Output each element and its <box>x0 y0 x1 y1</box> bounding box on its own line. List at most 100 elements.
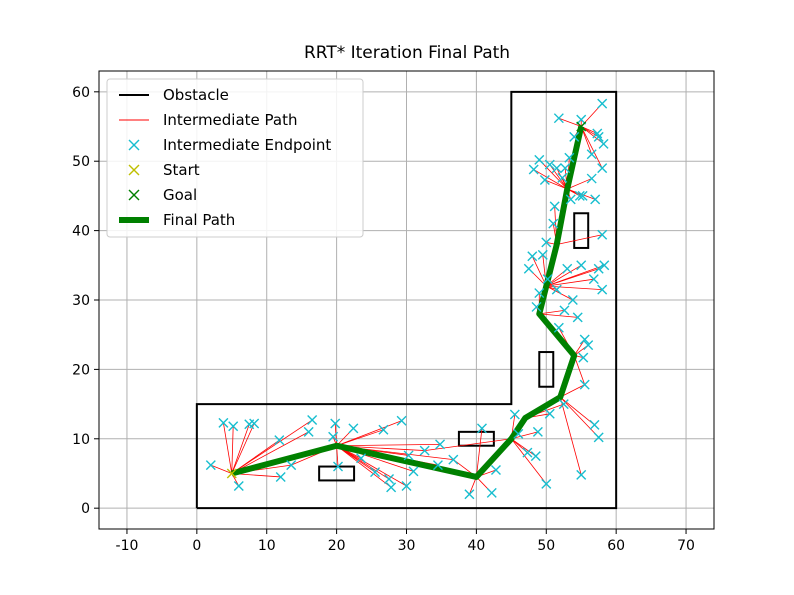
obstacle-rectangle <box>457 430 495 447</box>
intermediate-endpoint-marker <box>565 194 576 205</box>
intermediate-endpoint-marker <box>509 409 520 420</box>
intermediate-endpoint-marker <box>578 352 589 363</box>
x-tick-label: -10 <box>116 538 139 554</box>
intermediate-endpoint-marker <box>249 418 260 429</box>
obstacle-rectangle <box>318 465 356 482</box>
obstacles <box>195 90 618 510</box>
intermediate-endpoint-marker <box>598 138 609 149</box>
x-tick-label: 70 <box>677 538 695 554</box>
intermediate-endpoint-marker <box>542 274 553 285</box>
intermediate-endpoint-marker <box>522 447 533 458</box>
intermediate-path-segment <box>223 422 233 474</box>
intermediate-path-segment <box>539 313 578 318</box>
legend-label: Intermediate Path <box>163 111 298 129</box>
intermediate-endpoint-marker <box>274 435 285 446</box>
intermediate-endpoint-marker <box>549 201 560 212</box>
legend-entry: Final Path <box>119 211 235 229</box>
intermediate-endpoint-marker <box>576 469 587 480</box>
intermediate-endpoint-marker <box>577 190 588 201</box>
intermediate-endpoint-marker <box>579 334 590 345</box>
intermediate-path-segment <box>546 264 605 287</box>
legend-entry: Goal <box>128 186 197 204</box>
intermediate-endpoint-marker <box>544 159 555 170</box>
intermediate-endpoint-marker <box>557 172 568 183</box>
intermediate-endpoint-marker <box>544 408 555 419</box>
intermediate-path-segment <box>559 396 599 438</box>
intermediate-endpoint-marker <box>590 194 601 205</box>
start-marker <box>226 468 237 479</box>
intermediate-path-segment <box>533 169 568 190</box>
intermediate-endpoint-marker <box>275 471 286 482</box>
intermediate-endpoint-marker <box>579 379 590 390</box>
intermediate-path-segment <box>336 443 441 447</box>
intermediate-endpoints <box>205 98 610 500</box>
intermediate-path-segment <box>336 420 402 447</box>
intermediate-endpoint-marker <box>286 460 297 471</box>
intermediate-endpoint-marker <box>531 301 542 312</box>
intermediate-endpoint-marker <box>564 152 575 163</box>
intermediate-path-segment <box>475 428 483 478</box>
intermediate-endpoint-marker <box>586 173 597 184</box>
intermediate-path-segment <box>544 179 568 190</box>
intermediate-endpoint-marker <box>328 431 339 442</box>
legend-swatch-goal <box>128 189 140 201</box>
intermediate-path-segment <box>511 431 538 440</box>
legend-swatch-start <box>128 164 140 176</box>
intermediate-path-segment <box>336 445 392 488</box>
intermediate-endpoint-marker <box>528 164 539 175</box>
intermediate-endpoint-marker <box>576 260 587 271</box>
y-tick-label: 0 <box>81 501 90 517</box>
intermediate-endpoint-marker <box>403 450 414 461</box>
intermediate-endpoint-marker <box>370 467 381 478</box>
legend-box <box>106 78 364 238</box>
intermediate-endpoint-marker <box>534 288 545 299</box>
legend-label: Start <box>163 161 200 179</box>
intermediate-endpoint-marker <box>486 487 497 498</box>
y-tick-label: 20 <box>72 362 90 378</box>
x-tick-label: 60 <box>607 538 625 554</box>
legend-entry: Start <box>128 161 200 179</box>
legend-entry: Intermediate Path <box>119 111 298 129</box>
intermediate-endpoint-marker <box>551 163 562 174</box>
intermediate-endpoint-marker <box>532 426 543 437</box>
intermediate-path-segment <box>538 159 568 190</box>
y-tick-label: 60 <box>72 85 90 101</box>
intermediate-endpoint-marker <box>432 460 443 471</box>
intermediate-path-segment <box>560 384 585 398</box>
chart-title: RRT* Iteration Final Path <box>304 43 510 63</box>
intermediate-endpoint-marker <box>574 190 585 201</box>
intermediate-endpoint-marker <box>333 461 344 472</box>
intermediate-path-segment <box>573 355 586 385</box>
intermediate-endpoint-marker <box>592 128 603 139</box>
intermediate-endpoint-marker <box>356 453 367 464</box>
intermediate-endpoint-marker <box>589 419 600 430</box>
intermediate-path-segment <box>558 117 582 127</box>
intermediate-endpoint-marker <box>597 284 608 295</box>
intermediate-endpoint-marker <box>548 218 559 229</box>
intermediate-path-segment <box>336 445 407 487</box>
grid-lines <box>99 71 714 529</box>
intermediate-endpoint-marker <box>567 295 578 305</box>
intermediate-path-segment <box>231 419 313 474</box>
intermediate-endpoint-marker <box>558 399 569 410</box>
final-path-line <box>231 125 585 480</box>
intermediate-endpoint-marker <box>408 466 419 477</box>
intermediate-path-segment <box>231 431 309 474</box>
intermediate-endpoint-marker <box>401 480 412 491</box>
intermediate-path-segment <box>559 396 595 426</box>
intermediate-endpoint-marker <box>537 249 548 260</box>
intermediate-path-segment <box>231 423 255 474</box>
intermediate-endpoint-marker <box>534 154 545 165</box>
intermediate-endpoint-marker <box>218 417 229 428</box>
obstacle-boundary <box>195 90 618 510</box>
intermediate-endpoint-marker <box>435 439 446 450</box>
intermediate-endpoint-marker <box>530 451 541 462</box>
intermediate-endpoint-marker <box>523 263 534 274</box>
intermediate-endpoint-marker <box>599 260 610 271</box>
intermediate-path-segment <box>511 438 547 485</box>
x-tick-label: 30 <box>398 538 416 554</box>
x-tick-label: 20 <box>328 538 346 554</box>
intermediate-endpoint-marker <box>386 482 397 493</box>
intermediate-endpoint-marker <box>562 263 573 274</box>
